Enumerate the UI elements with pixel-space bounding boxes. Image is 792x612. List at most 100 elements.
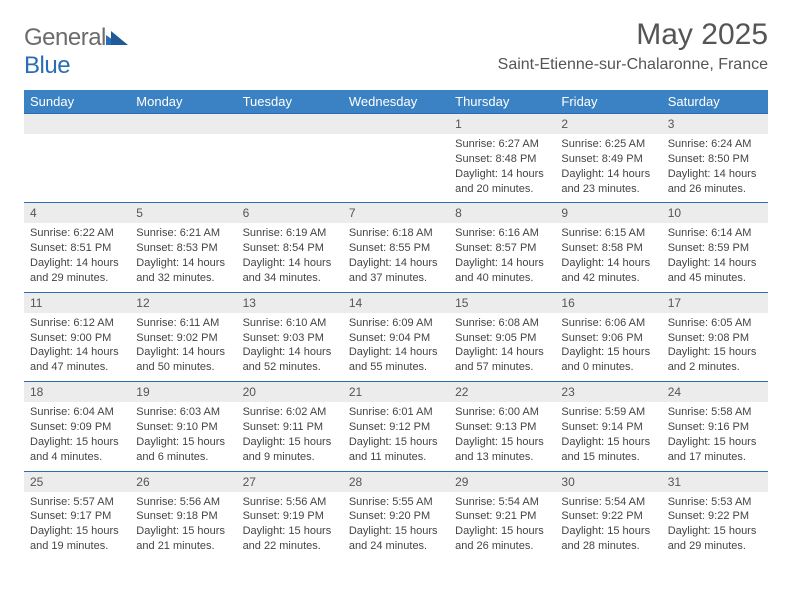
day-number-cell: 10 [662, 203, 768, 224]
logo-mark-icon [106, 24, 128, 42]
sunset-line: Sunset: 9:05 PM [455, 331, 549, 346]
day-header: Sunday [24, 90, 130, 114]
sunrise-line: Sunrise: 6:10 AM [243, 316, 337, 331]
day-detail-cell: Sunrise: 5:56 AMSunset: 9:19 PMDaylight:… [237, 492, 343, 560]
day-number-cell: 26 [130, 471, 236, 492]
calendar-page: GeneralBlue May 2025 Saint-Etienne-sur-C… [0, 0, 792, 560]
day-number-cell: 12 [130, 292, 236, 313]
day-number: 10 [662, 203, 768, 223]
sunrise-line: Sunrise: 6:19 AM [243, 226, 337, 241]
daylight-line: Daylight: 15 hours and 6 minutes. [136, 435, 230, 465]
day-number: 9 [555, 203, 661, 223]
week-number-row: 11121314151617 [24, 292, 768, 313]
day-number-cell: 1 [449, 114, 555, 135]
day-detail-cell: Sunrise: 6:12 AMSunset: 9:00 PMDaylight:… [24, 313, 130, 382]
daylight-line: Daylight: 14 hours and 47 minutes. [30, 345, 124, 375]
day-number: 21 [343, 382, 449, 402]
day-detail-cell: Sunrise: 5:53 AMSunset: 9:22 PMDaylight:… [662, 492, 768, 560]
sunset-line: Sunset: 9:02 PM [136, 331, 230, 346]
sunset-line: Sunset: 9:00 PM [30, 331, 124, 346]
day-number-cell: 23 [555, 382, 661, 403]
daylight-line: Daylight: 15 hours and 26 minutes. [455, 524, 549, 554]
sunrise-line: Sunrise: 6:11 AM [136, 316, 230, 331]
sunset-line: Sunset: 9:19 PM [243, 509, 337, 524]
daylight-line: Daylight: 14 hours and 52 minutes. [243, 345, 337, 375]
sunrise-line: Sunrise: 6:01 AM [349, 405, 443, 420]
day-number-cell: 4 [24, 203, 130, 224]
sunrise-line: Sunrise: 5:59 AM [561, 405, 655, 420]
day-detail-cell: Sunrise: 6:14 AMSunset: 8:59 PMDaylight:… [662, 223, 768, 292]
day-detail-cell: Sunrise: 6:06 AMSunset: 9:06 PMDaylight:… [555, 313, 661, 382]
daylight-line: Daylight: 14 hours and 37 minutes. [349, 256, 443, 286]
sunset-line: Sunset: 9:08 PM [668, 331, 762, 346]
week-detail-row: Sunrise: 6:27 AMSunset: 8:48 PMDaylight:… [24, 134, 768, 203]
logo-text-gray: General [24, 24, 106, 51]
sunset-line: Sunset: 9:10 PM [136, 420, 230, 435]
daylight-line: Daylight: 14 hours and 40 minutes. [455, 256, 549, 286]
day-detail-cell: Sunrise: 6:00 AMSunset: 9:13 PMDaylight:… [449, 402, 555, 471]
day-detail-cell: Sunrise: 6:01 AMSunset: 9:12 PMDaylight:… [343, 402, 449, 471]
sunrise-line: Sunrise: 6:05 AM [668, 316, 762, 331]
month-title: May 2025 [498, 18, 768, 52]
day-number: 19 [130, 382, 236, 402]
sunrise-line: Sunrise: 6:22 AM [30, 226, 124, 241]
day-number-cell: 22 [449, 382, 555, 403]
day-number: 30 [555, 472, 661, 492]
sunset-line: Sunset: 8:51 PM [30, 241, 124, 256]
daylight-line: Daylight: 15 hours and 9 minutes. [243, 435, 337, 465]
day-number: 29 [449, 472, 555, 492]
sunrise-line: Sunrise: 5:57 AM [30, 495, 124, 510]
day-detail-cell: Sunrise: 6:24 AMSunset: 8:50 PMDaylight:… [662, 134, 768, 203]
week-number-row: 18192021222324 [24, 382, 768, 403]
day-number-cell: 21 [343, 382, 449, 403]
daylight-line: Daylight: 15 hours and 21 minutes. [136, 524, 230, 554]
daylight-line: Daylight: 14 hours and 34 minutes. [243, 256, 337, 286]
sunrise-line: Sunrise: 6:03 AM [136, 405, 230, 420]
day-header: Friday [555, 90, 661, 114]
day-number-cell: 27 [237, 471, 343, 492]
day-number: 8 [449, 203, 555, 223]
daylight-line: Daylight: 15 hours and 13 minutes. [455, 435, 549, 465]
sunset-line: Sunset: 8:54 PM [243, 241, 337, 256]
week-detail-row: Sunrise: 5:57 AMSunset: 9:17 PMDaylight:… [24, 492, 768, 560]
day-number-cell: 3 [662, 114, 768, 135]
sunset-line: Sunset: 8:48 PM [455, 152, 549, 167]
sunset-line: Sunset: 9:03 PM [243, 331, 337, 346]
day-number: 26 [130, 472, 236, 492]
calendar-table: SundayMondayTuesdayWednesdayThursdayFrid… [24, 90, 768, 560]
empty-cell [237, 114, 343, 135]
day-detail-cell: Sunrise: 5:54 AMSunset: 9:21 PMDaylight:… [449, 492, 555, 560]
week-number-row: 123 [24, 114, 768, 135]
day-number: 7 [343, 203, 449, 223]
sunset-line: Sunset: 8:49 PM [561, 152, 655, 167]
sunrise-line: Sunrise: 6:18 AM [349, 226, 443, 241]
daylight-line: Daylight: 15 hours and 19 minutes. [30, 524, 124, 554]
day-number: 18 [24, 382, 130, 402]
sunset-line: Sunset: 9:13 PM [455, 420, 549, 435]
daylight-line: Daylight: 15 hours and 17 minutes. [668, 435, 762, 465]
sunrise-line: Sunrise: 5:54 AM [561, 495, 655, 510]
day-number-cell: 14 [343, 292, 449, 313]
day-detail-cell: Sunrise: 6:15 AMSunset: 8:58 PMDaylight:… [555, 223, 661, 292]
empty-cell [130, 134, 236, 203]
week-number-row: 25262728293031 [24, 471, 768, 492]
day-number: 11 [24, 293, 130, 313]
daylight-line: Daylight: 14 hours and 32 minutes. [136, 256, 230, 286]
day-header-row: SundayMondayTuesdayWednesdayThursdayFrid… [24, 90, 768, 114]
day-detail-cell: Sunrise: 5:57 AMSunset: 9:17 PMDaylight:… [24, 492, 130, 560]
day-header: Wednesday [343, 90, 449, 114]
day-number-cell: 5 [130, 203, 236, 224]
sunrise-line: Sunrise: 6:09 AM [349, 316, 443, 331]
day-detail-cell: Sunrise: 6:03 AMSunset: 9:10 PMDaylight:… [130, 402, 236, 471]
logo-text: GeneralBlue [24, 24, 128, 80]
day-number-cell: 8 [449, 203, 555, 224]
day-detail-cell: Sunrise: 6:27 AMSunset: 8:48 PMDaylight:… [449, 134, 555, 203]
daylight-line: Daylight: 14 hours and 55 minutes. [349, 345, 443, 375]
week-detail-row: Sunrise: 6:22 AMSunset: 8:51 PM Daylight:… [24, 223, 768, 292]
day-number: 12 [130, 293, 236, 313]
sunset-line: Sunset: 9:14 PM [561, 420, 655, 435]
day-detail-cell: Sunrise: 5:59 AMSunset: 9:14 PMDaylight:… [555, 402, 661, 471]
day-number-cell: 9 [555, 203, 661, 224]
day-number-cell: 24 [662, 382, 768, 403]
sunset-line: Sunset: 9:20 PM [349, 509, 443, 524]
